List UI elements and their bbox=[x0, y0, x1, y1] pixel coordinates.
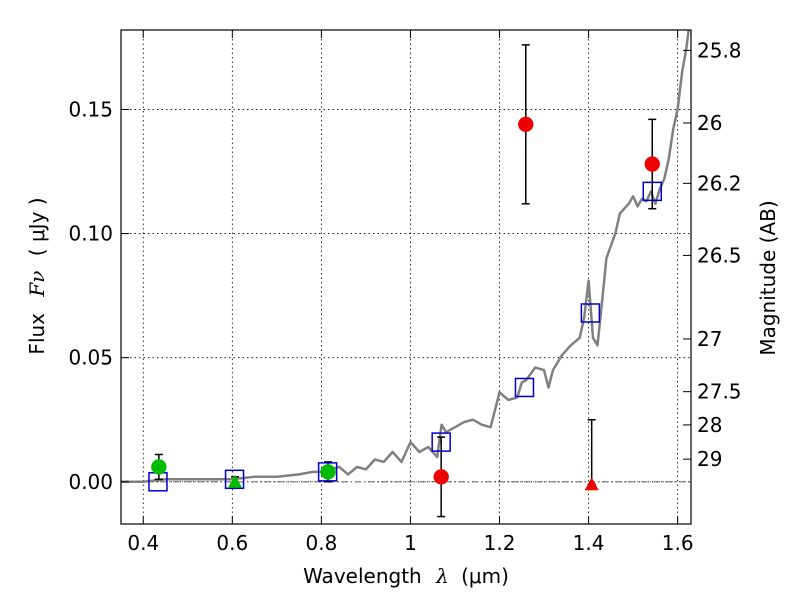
y-tick-label: 0.00 bbox=[68, 470, 113, 494]
model-spectrum bbox=[121, 30, 690, 484]
x-axis-ticks: 0.4 0.6 0.8 1 1.2 1.4 1.6 bbox=[127, 30, 694, 555]
y2-axis-label: Magnitude (AB) bbox=[756, 200, 780, 355]
x-tick-label: 1 bbox=[404, 531, 417, 555]
x-axis-label: Wavelength λ (μm) bbox=[303, 564, 509, 588]
square-marker bbox=[642, 181, 663, 202]
y-axis-ticks: 0.00 0.05 0.10 0.15 bbox=[68, 97, 129, 494]
y2-tick-label: 27 bbox=[697, 327, 722, 351]
triangle-marker bbox=[228, 474, 242, 488]
square-marker bbox=[431, 432, 451, 452]
y2-tick-label: 25.8 bbox=[697, 38, 742, 62]
square-marker bbox=[580, 303, 601, 323]
error-bars bbox=[154, 44, 657, 518]
y-axis-label-symbol: Fν bbox=[25, 271, 49, 298]
x-axis-label-unit: (μm) bbox=[461, 564, 509, 588]
circle-marker bbox=[644, 156, 661, 172]
x-tick-label: 1.6 bbox=[662, 531, 694, 555]
x-tick-label: 0.8 bbox=[305, 531, 337, 555]
y2-axis-ticks: 25.8 26 26.2 26.5 27 27.5 28 29 bbox=[683, 38, 742, 471]
square-marker bbox=[317, 462, 338, 482]
y-tick-label: 0.15 bbox=[68, 97, 113, 121]
circle-marker bbox=[433, 469, 449, 485]
triangle-marker bbox=[584, 477, 599, 491]
y2-tick-label: 28 bbox=[697, 413, 722, 437]
y2-tick-label: 26.2 bbox=[697, 171, 742, 195]
spectrum-line bbox=[121, 30, 690, 484]
x-tick-label: 0.4 bbox=[127, 531, 159, 555]
plot-frame bbox=[120, 29, 692, 525]
y2-tick-label: 29 bbox=[697, 447, 722, 471]
y-tick-label: 0.10 bbox=[68, 222, 113, 246]
y2-tick-label: 26.5 bbox=[697, 243, 742, 267]
y-axis-label: Flux Fν ( μJy ) bbox=[25, 197, 49, 354]
circle-marker bbox=[320, 464, 336, 480]
square-marker bbox=[514, 377, 535, 398]
y2-tick-label: 27.5 bbox=[697, 380, 742, 404]
y2-tick-label: 26 bbox=[697, 111, 722, 135]
y-axis-label-text: Flux bbox=[25, 313, 49, 355]
x-tick-label: 1.4 bbox=[573, 531, 605, 555]
circle-marker bbox=[151, 459, 167, 475]
x-axis-label-text: Wavelength bbox=[303, 564, 422, 588]
y-tick-label: 0.05 bbox=[68, 346, 113, 370]
photometry-markers bbox=[148, 116, 663, 492]
x-tick-label: 1.2 bbox=[484, 531, 516, 555]
x-axis-label-symbol: λ bbox=[435, 564, 449, 588]
y-axis-label-unit: ( μJy ) bbox=[25, 197, 49, 256]
square-marker bbox=[224, 469, 245, 490]
circle-marker bbox=[518, 116, 534, 133]
x-tick-label: 0.6 bbox=[216, 531, 248, 555]
